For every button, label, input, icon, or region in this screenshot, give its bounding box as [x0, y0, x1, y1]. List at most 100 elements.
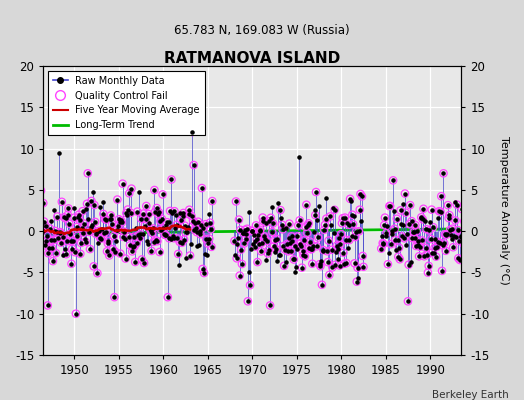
- Point: [352, 228, 360, 235]
- Point: [186, 252, 194, 259]
- Point: [189, 218, 197, 224]
- Point: [272, 246, 280, 252]
- Point: [356, 191, 365, 197]
- Point: [260, 236, 269, 242]
- Point: [445, 212, 454, 218]
- Point: [399, 222, 408, 228]
- Point: [208, 198, 216, 204]
- Point: [174, 251, 182, 257]
- Point: [398, 233, 406, 240]
- Point: [56, 229, 64, 235]
- Point: [131, 259, 139, 265]
- Point: [35, 210, 43, 216]
- Point: [64, 205, 73, 212]
- Legend: Raw Monthly Data, Quality Control Fail, Five Year Moving Average, Long-Term Tren: Raw Monthly Data, Quality Control Fail, …: [48, 71, 205, 135]
- Point: [377, 245, 386, 252]
- Point: [330, 207, 339, 213]
- Point: [248, 228, 256, 234]
- Point: [446, 227, 454, 233]
- Point: [171, 224, 179, 231]
- Point: [442, 232, 451, 238]
- Point: [342, 260, 351, 266]
- Point: [148, 230, 157, 236]
- Point: [432, 254, 440, 260]
- Point: [311, 212, 320, 218]
- Point: [279, 243, 288, 249]
- Point: [188, 129, 196, 135]
- Point: [173, 235, 182, 242]
- Point: [63, 212, 72, 218]
- Point: [453, 201, 461, 208]
- Point: [104, 240, 112, 246]
- Point: [108, 221, 116, 228]
- Point: [309, 242, 317, 249]
- Point: [333, 242, 341, 249]
- Point: [251, 243, 259, 250]
- Point: [150, 187, 159, 193]
- Point: [387, 227, 396, 234]
- Point: [197, 222, 205, 228]
- Point: [107, 216, 116, 222]
- Point: [118, 180, 127, 187]
- Point: [53, 213, 61, 220]
- Point: [454, 255, 463, 262]
- Point: [268, 229, 277, 235]
- Point: [441, 231, 449, 238]
- Point: [298, 264, 306, 271]
- Point: [435, 208, 443, 214]
- Point: [133, 240, 141, 246]
- Point: [100, 230, 108, 236]
- Point: [299, 252, 308, 258]
- Point: [304, 222, 312, 228]
- Point: [176, 210, 184, 216]
- Point: [431, 236, 440, 242]
- Point: [170, 208, 179, 214]
- Point: [201, 221, 210, 227]
- Point: [320, 227, 329, 233]
- Point: [331, 262, 340, 268]
- Point: [247, 227, 256, 234]
- Point: [406, 202, 414, 208]
- Point: [86, 246, 94, 252]
- Point: [399, 201, 407, 208]
- Point: [206, 220, 214, 226]
- Point: [195, 241, 203, 248]
- Point: [385, 250, 393, 257]
- Point: [178, 240, 186, 246]
- Point: [57, 240, 66, 246]
- Point: [448, 226, 456, 232]
- Point: [425, 227, 433, 234]
- Point: [187, 213, 195, 219]
- Point: [65, 220, 73, 227]
- Point: [306, 238, 314, 245]
- Point: [109, 246, 117, 252]
- Point: [208, 244, 216, 250]
- Point: [200, 270, 209, 276]
- Point: [351, 260, 359, 266]
- Point: [269, 243, 278, 250]
- Point: [174, 251, 182, 257]
- Point: [136, 231, 145, 238]
- Point: [156, 218, 165, 224]
- Point: [80, 220, 88, 227]
- Point: [411, 222, 420, 228]
- Point: [312, 243, 321, 250]
- Point: [204, 240, 212, 247]
- Point: [315, 203, 323, 209]
- Point: [159, 225, 168, 232]
- Point: [460, 241, 468, 247]
- Point: [408, 218, 416, 224]
- Point: [170, 235, 178, 241]
- Point: [354, 275, 363, 282]
- Point: [106, 215, 114, 222]
- Point: [433, 244, 441, 250]
- Point: [335, 235, 343, 242]
- Point: [460, 218, 468, 224]
- Point: [35, 210, 43, 216]
- Point: [110, 233, 118, 239]
- Point: [243, 226, 252, 232]
- Point: [265, 218, 274, 224]
- Point: [54, 235, 62, 241]
- Point: [445, 212, 454, 218]
- Point: [252, 222, 260, 228]
